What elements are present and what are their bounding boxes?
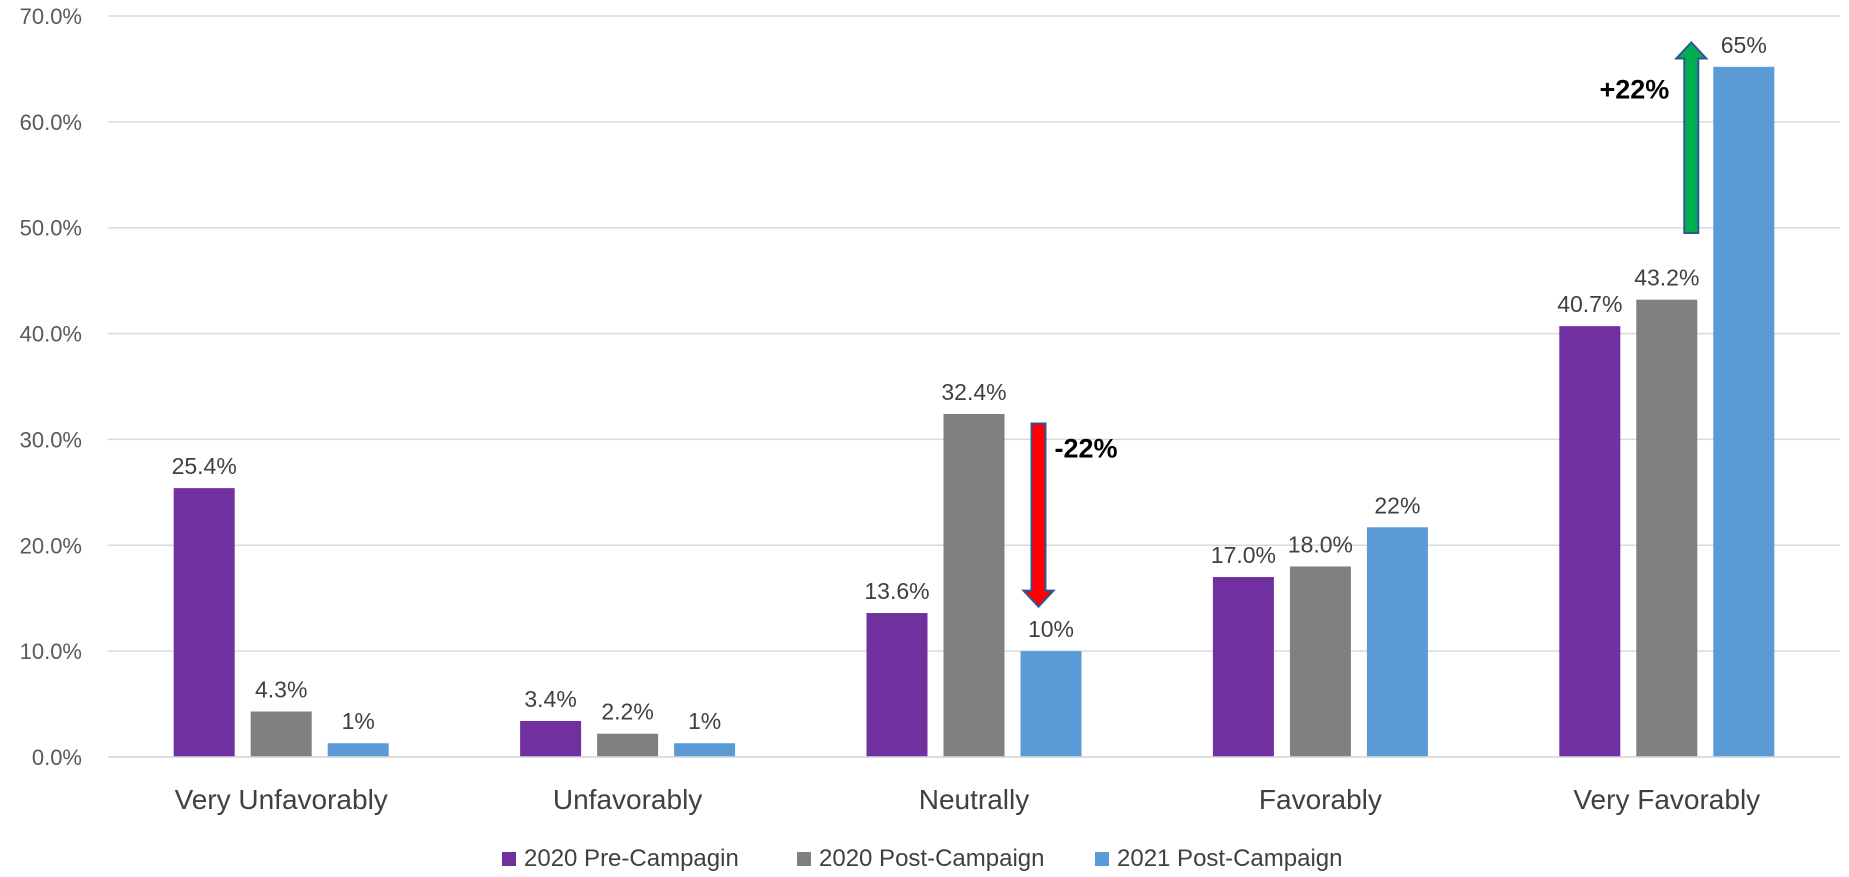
y-tick-label: 70.0% bbox=[20, 4, 82, 29]
annotation-label: -22% bbox=[1055, 434, 1118, 464]
data-label: 22% bbox=[1374, 492, 1420, 518]
bar bbox=[1366, 527, 1428, 757]
data-label: 32.4% bbox=[941, 379, 1006, 405]
legend-swatch bbox=[1095, 852, 1109, 866]
data-label: 10% bbox=[1028, 616, 1074, 642]
y-tick-label: 10.0% bbox=[20, 639, 82, 664]
bar bbox=[250, 711, 312, 757]
bar bbox=[1212, 577, 1274, 757]
category-label: Unfavorably bbox=[553, 784, 702, 815]
data-label: 1% bbox=[342, 708, 375, 734]
bar bbox=[520, 721, 582, 757]
y-tick-label: 30.0% bbox=[20, 427, 82, 452]
data-label: 18.0% bbox=[1288, 531, 1353, 557]
category-label: Favorably bbox=[1259, 784, 1382, 815]
y-tick-label: 0.0% bbox=[32, 745, 82, 770]
data-label: 4.3% bbox=[255, 676, 307, 702]
legend-swatch bbox=[502, 852, 516, 866]
data-label: 17.0% bbox=[1211, 542, 1276, 568]
bar bbox=[1713, 66, 1775, 758]
y-tick-label: 40.0% bbox=[20, 322, 82, 347]
category-label: Neutrally bbox=[919, 784, 1029, 815]
legend-label: 2020 Post-Campaign bbox=[819, 845, 1044, 872]
y-tick-label: 50.0% bbox=[20, 216, 82, 241]
data-label: 13.6% bbox=[864, 578, 929, 604]
y-axis: 0.0% 10.0% 20.0% 30.0% 40.0% 50.0% 60.0% 70.0% bbox=[20, 4, 82, 770]
data-label: 65% bbox=[1721, 32, 1767, 58]
x-axis: Very Unfavorably Unfavorably Neutrally Favo… bbox=[108, 756, 1840, 815]
data-labels: 25.4% 3.4% 13.6% 17.0% 40.7% 4.3% 2.2% 32.4% 18.… bbox=[172, 32, 1767, 734]
category-label: Very Unfavorably bbox=[175, 784, 388, 815]
data-label: 2.2% bbox=[601, 699, 653, 725]
legend-item: 2020 Post-Campaign bbox=[797, 845, 1044, 872]
annotation-label: +22% bbox=[1599, 74, 1669, 104]
data-label: 43.2% bbox=[1634, 265, 1699, 291]
data-label: 40.7% bbox=[1557, 291, 1622, 317]
legend: 2020 Pre-Campagin 2020 Post-Campaign 2021 … bbox=[502, 845, 1342, 872]
legend-item: 2021 Post-Campaign bbox=[1095, 845, 1342, 872]
bar bbox=[943, 414, 1005, 757]
y-tick-label: 20.0% bbox=[20, 533, 82, 558]
bar bbox=[1289, 566, 1351, 757]
bar bbox=[327, 743, 389, 757]
bar bbox=[1020, 651, 1082, 757]
bar bbox=[597, 733, 659, 757]
y-tick-label: 60.0% bbox=[20, 110, 82, 135]
bar bbox=[1559, 326, 1621, 757]
data-label: 3.4% bbox=[524, 686, 576, 712]
annotations: -22% +22% bbox=[1021, 41, 1709, 609]
data-label: 25.4% bbox=[172, 453, 237, 479]
data-label: 1% bbox=[688, 708, 721, 734]
legend-label: 2021 Post-Campaign bbox=[1117, 845, 1342, 872]
bar bbox=[674, 743, 736, 757]
legend-swatch bbox=[797, 852, 811, 866]
legend-item: 2020 Pre-Campagin bbox=[502, 845, 739, 872]
legend-label: 2020 Pre-Campagin bbox=[524, 845, 739, 872]
arrow-down-icon bbox=[1021, 422, 1056, 609]
bar bbox=[1636, 299, 1698, 757]
category-label: Very Favorably bbox=[1573, 784, 1760, 815]
arrow-up-icon bbox=[1673, 41, 1709, 235]
bar bbox=[866, 613, 928, 757]
bars bbox=[173, 66, 1775, 758]
bar bbox=[173, 488, 235, 757]
